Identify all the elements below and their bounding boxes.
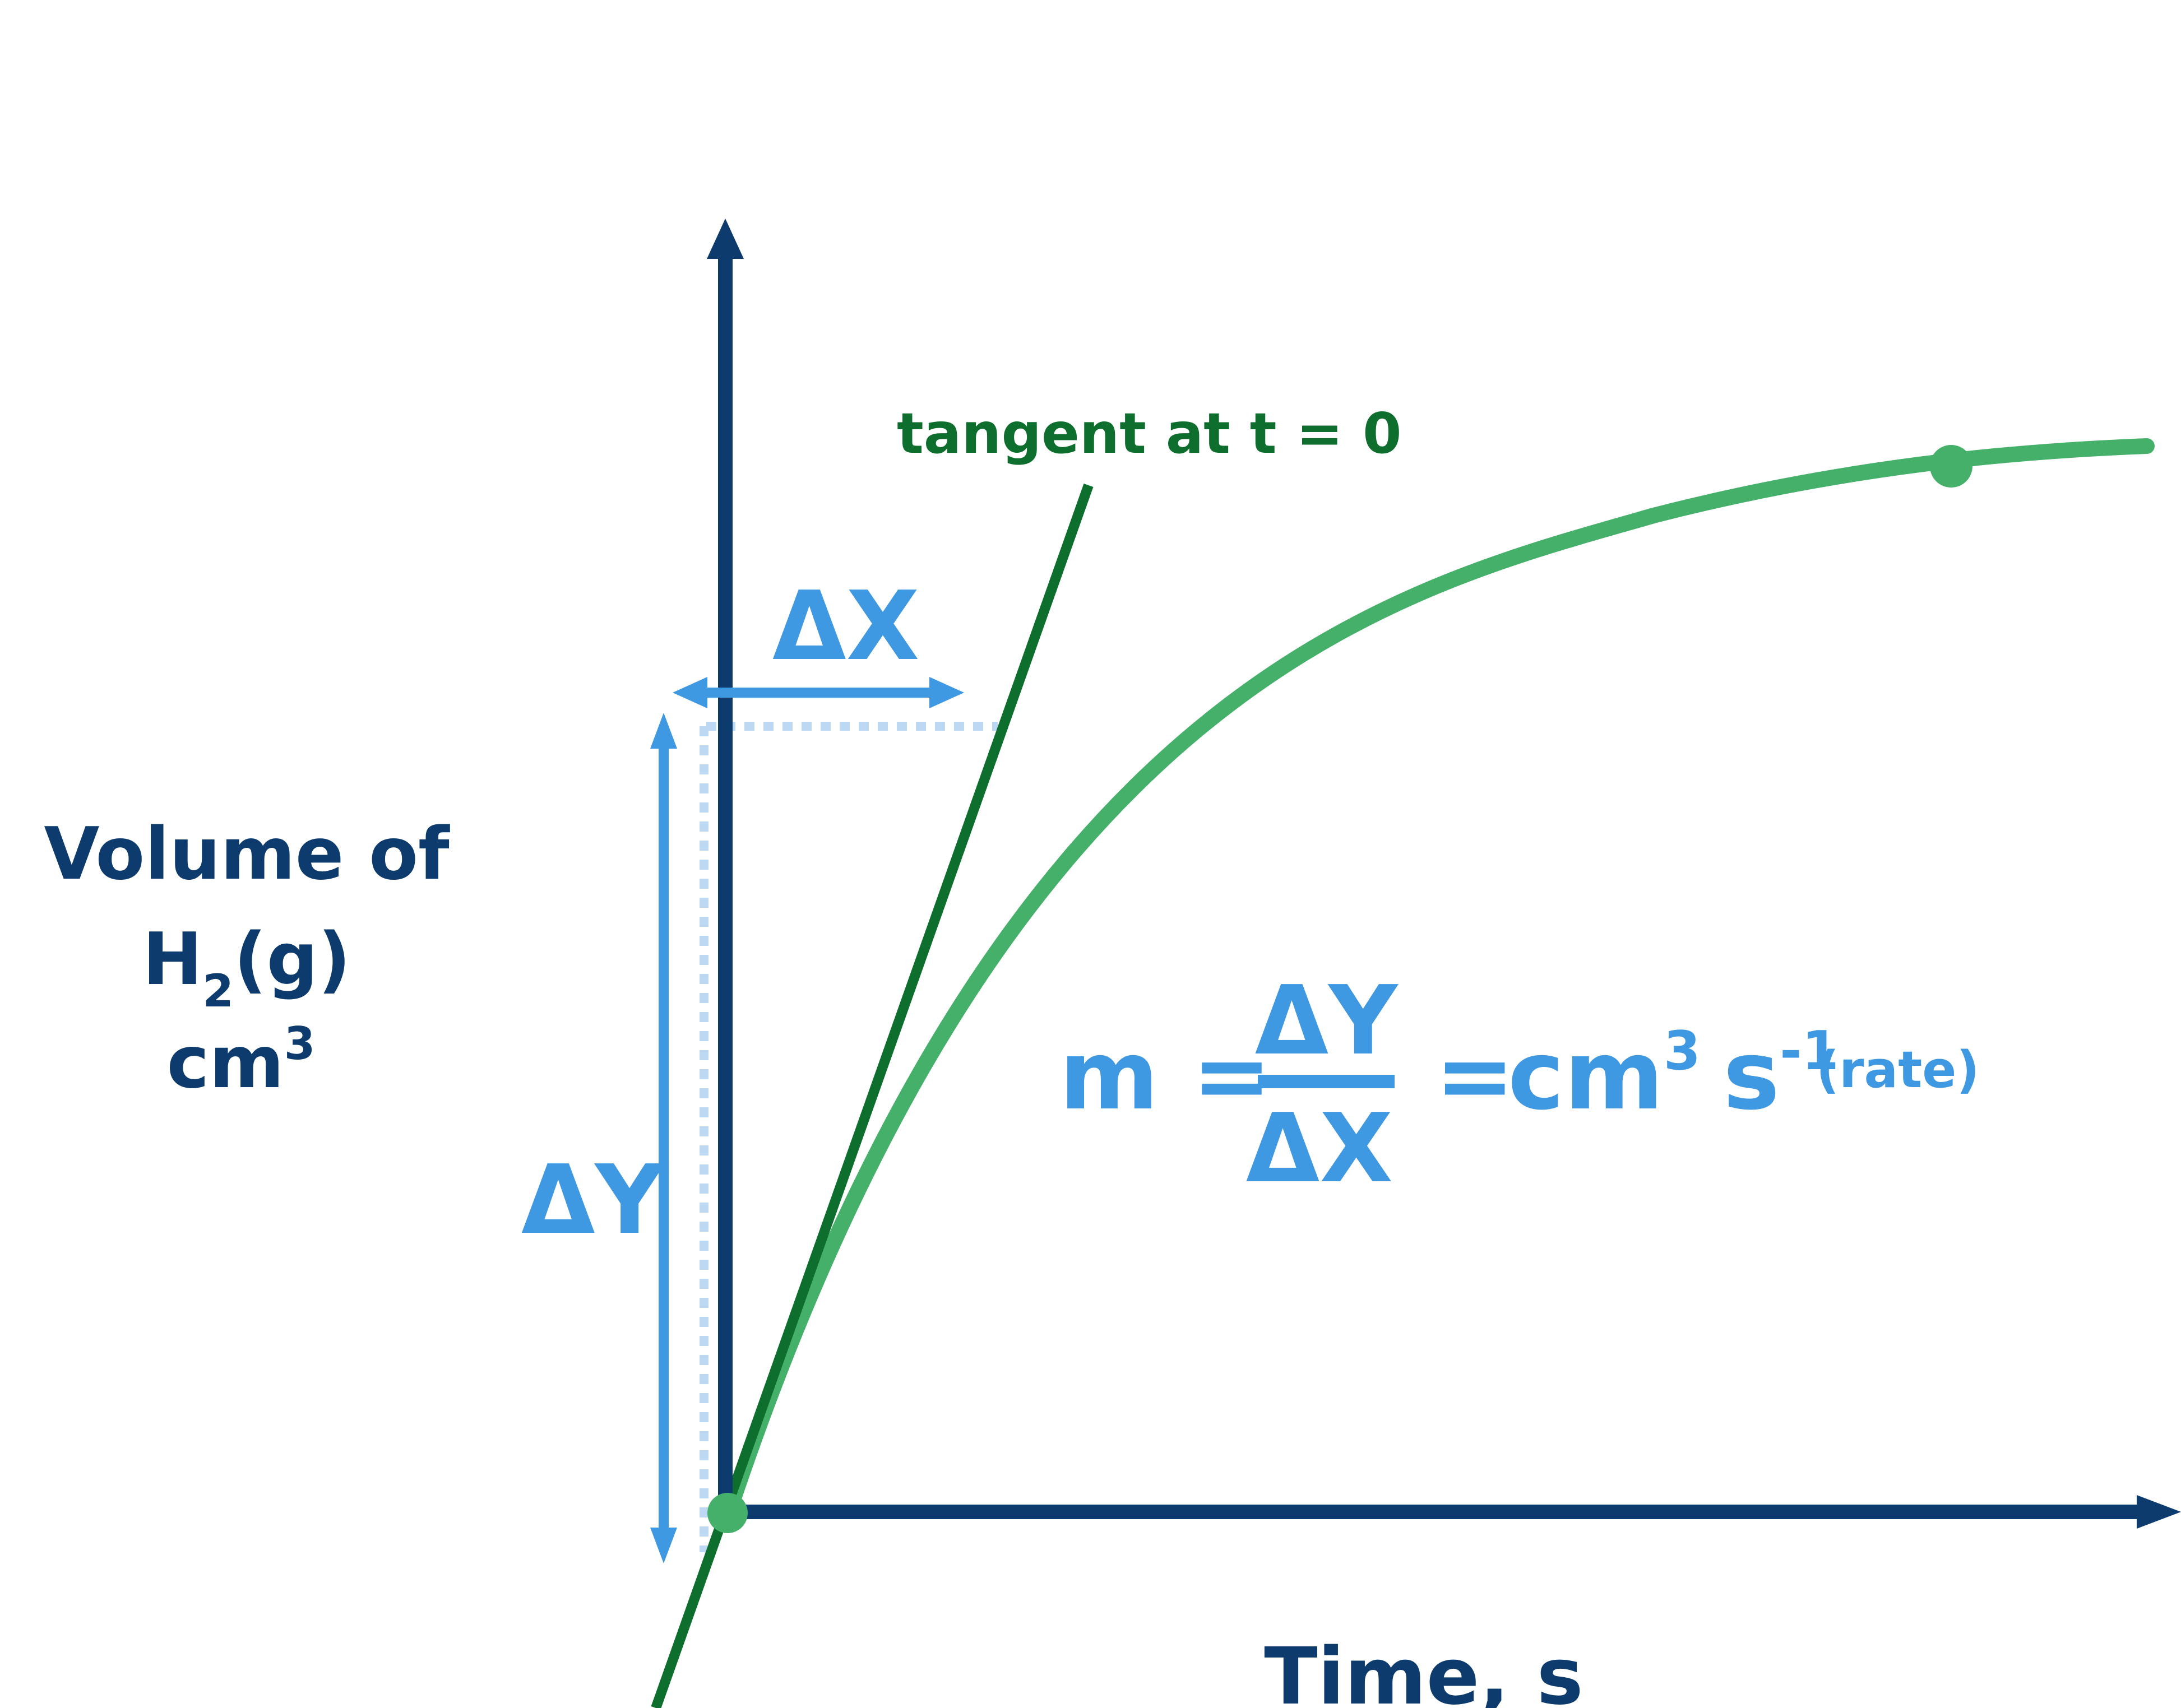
x-axis-label: Time, s xyxy=(1264,1631,1583,1708)
y-axis-arrowhead xyxy=(707,219,744,259)
delta-y-arrowhead-bottom xyxy=(650,1528,677,1563)
y-axis-label-line1: Volume of xyxy=(44,813,450,896)
formula-unit: cm3 s-1 xyxy=(1508,1020,1839,1131)
y-axis-label-line3: cm3 xyxy=(167,1018,316,1104)
x-axis-arrowhead xyxy=(2137,1495,2181,1529)
delta-x-label: ΔX xyxy=(772,571,920,682)
formula-lhs: m = xyxy=(1059,1020,1272,1131)
formula-denominator: ΔX xyxy=(1246,1093,1393,1204)
formula-note: (rate) xyxy=(1816,1041,1979,1099)
curve-point xyxy=(1930,445,1972,488)
delta-x-arrowhead-right xyxy=(929,677,964,708)
origin-point xyxy=(707,1493,748,1533)
tangent-label: tangent at t = 0 xyxy=(897,401,1402,466)
reaction-curve xyxy=(721,438,2155,1521)
formula-equals: = xyxy=(1435,1020,1515,1131)
delta-y-label: ΔY xyxy=(521,1145,665,1256)
y-axis-label-line2: H2(g) xyxy=(142,918,350,1017)
delta-x-arrowhead-left xyxy=(673,677,707,708)
formula-numerator: ΔY xyxy=(1255,966,1399,1076)
delta-y-arrowhead-top xyxy=(650,713,677,749)
